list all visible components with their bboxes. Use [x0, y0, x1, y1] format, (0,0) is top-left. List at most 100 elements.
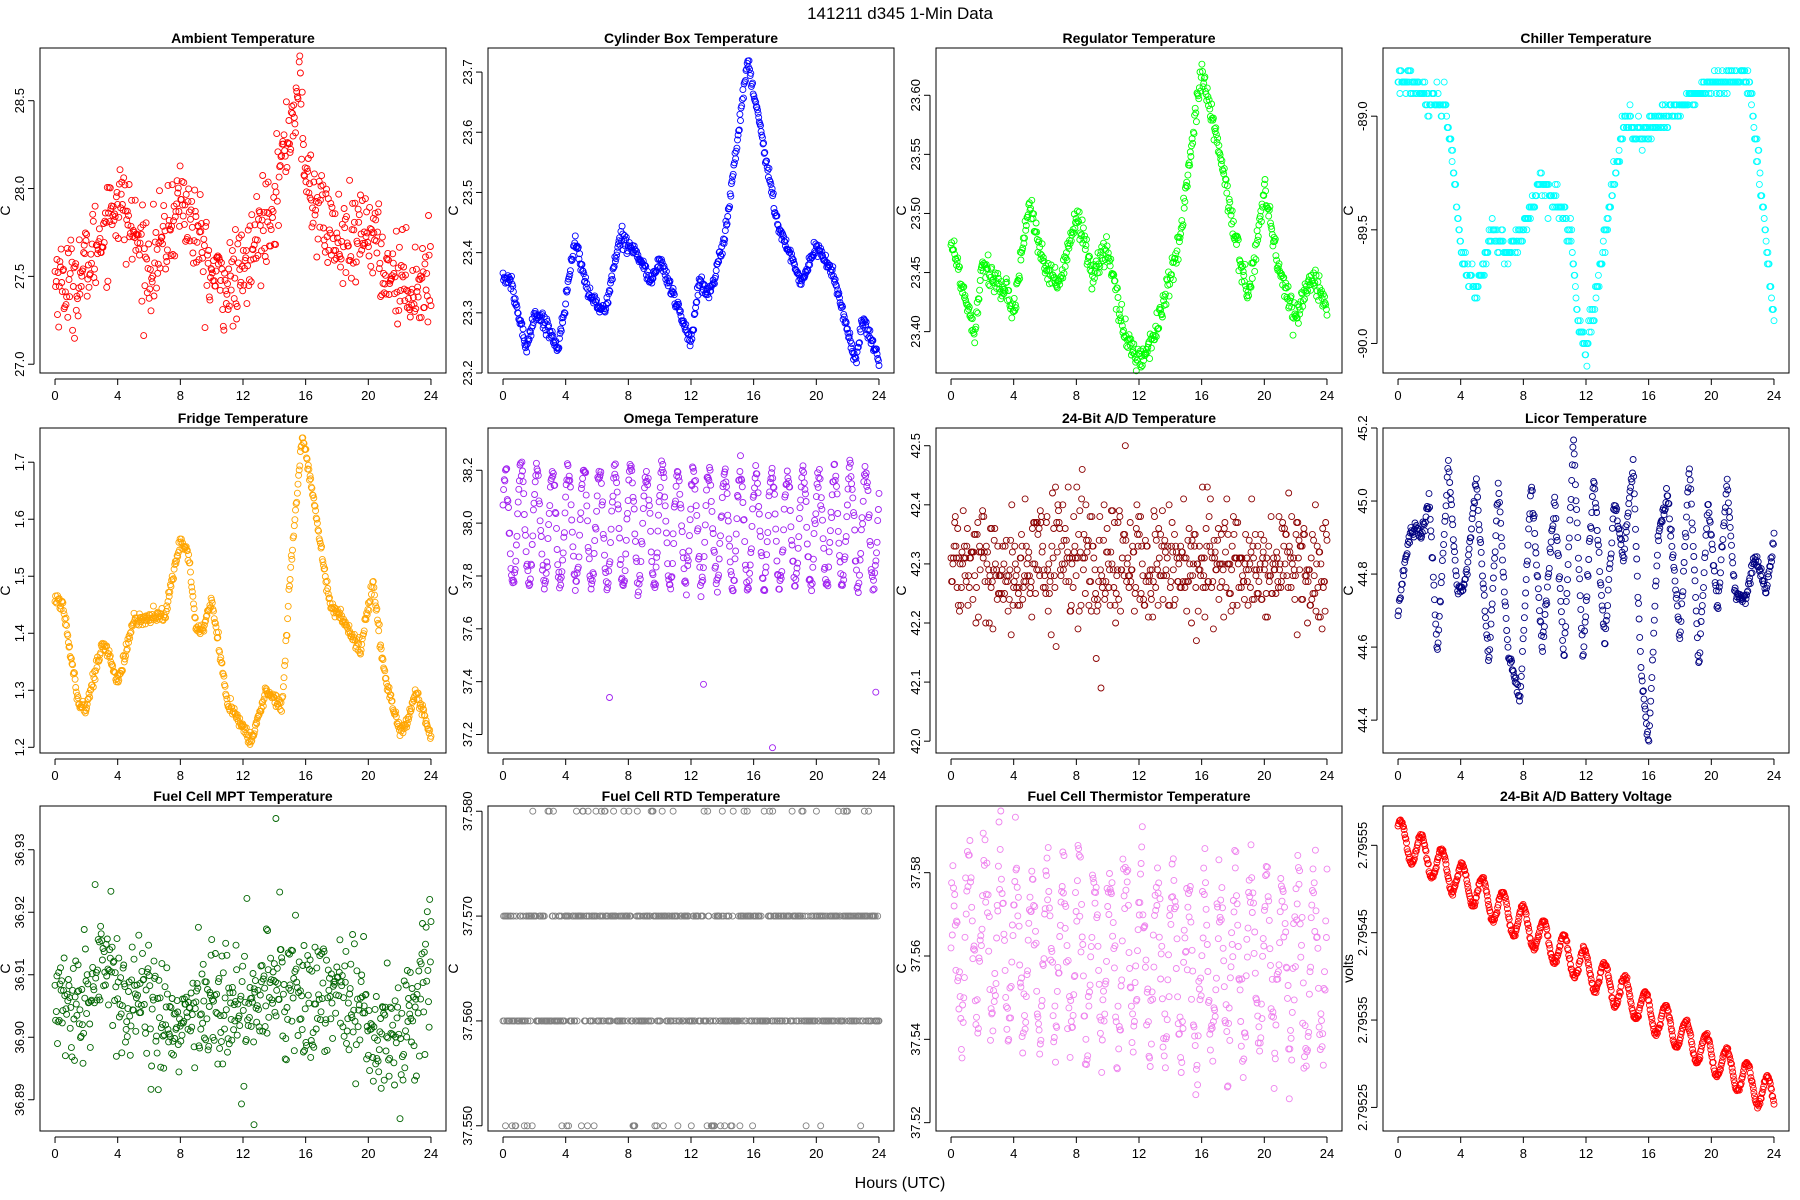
data-point [526, 328, 534, 336]
data-point [1149, 578, 1157, 586]
data-point [741, 561, 749, 569]
data-point [1594, 271, 1602, 279]
data-point [397, 287, 405, 294]
data-point [1561, 203, 1569, 211]
data-point [1616, 158, 1624, 166]
data-point [754, 109, 762, 117]
data-point [1155, 324, 1163, 332]
data-point [1000, 560, 1008, 568]
data-point [1183, 607, 1191, 615]
data-point [615, 525, 623, 532]
data-point [1587, 317, 1595, 325]
data-point [103, 283, 111, 291]
data-point [821, 257, 829, 264]
data-point [329, 210, 337, 218]
data-point [318, 543, 326, 551]
data-point [1455, 226, 1463, 234]
data-point [104, 277, 112, 285]
data-point [1227, 607, 1235, 615]
data-point [367, 590, 375, 598]
data-point [1533, 192, 1540, 200]
data-point [596, 471, 604, 479]
data-point [610, 263, 618, 270]
x-tick-label: 4 [562, 768, 569, 783]
data-point [1222, 584, 1230, 591]
data-point [1573, 506, 1581, 514]
data-point [960, 283, 968, 291]
data-point [500, 486, 508, 494]
data-point [519, 478, 527, 486]
data-point [101, 217, 109, 225]
data-point [1439, 549, 1447, 557]
data-point [1323, 536, 1331, 544]
data-point [505, 504, 512, 511]
data-point [378, 655, 386, 662]
data-point [1725, 67, 1733, 75]
data-point [649, 274, 657, 282]
data-point [641, 262, 649, 269]
data-point [803, 523, 811, 531]
data-point [1152, 584, 1160, 591]
data-point [312, 206, 320, 214]
data-point [845, 475, 853, 483]
data-point [962, 296, 970, 304]
data-point [1101, 595, 1109, 603]
data-point [333, 229, 341, 237]
data-point [234, 240, 242, 248]
data-point [1011, 560, 1019, 568]
data-point [732, 155, 740, 163]
data-point [1071, 542, 1079, 550]
data-point [1511, 249, 1519, 256]
data-point [1221, 519, 1229, 526]
data-point [78, 272, 86, 280]
x-tick-label: 20 [1257, 388, 1271, 403]
data-point [1229, 217, 1237, 225]
data-point [523, 560, 531, 568]
data-point [1260, 180, 1268, 188]
data-point [1497, 534, 1505, 542]
data-point [257, 282, 265, 290]
data-point [695, 553, 703, 560]
data-point [676, 307, 684, 315]
data-point [701, 521, 709, 529]
data-point [761, 587, 769, 594]
data-point [549, 469, 557, 477]
data-point [982, 261, 990, 269]
data-point [406, 313, 414, 321]
data-point [1200, 79, 1208, 87]
data-point [88, 240, 96, 248]
data-point [321, 573, 329, 580]
data-point [1138, 362, 1146, 369]
x-tick-label: 20 [1257, 768, 1271, 783]
data-point [666, 277, 674, 285]
data-point [1587, 328, 1595, 336]
data-point [1290, 299, 1298, 307]
data-point [762, 563, 770, 571]
data-point [223, 290, 231, 298]
data-point [1115, 310, 1123, 318]
data-point [1206, 495, 1214, 503]
data-point [1567, 237, 1575, 245]
data-point [1257, 218, 1265, 225]
data-point [1295, 536, 1303, 544]
data-point [953, 257, 961, 265]
data-point [1562, 215, 1570, 222]
data-point [373, 249, 381, 257]
data-point [1444, 456, 1452, 464]
data-point [562, 493, 570, 501]
data-point [993, 595, 1001, 603]
data-point [174, 189, 182, 197]
data-point [421, 712, 429, 720]
data-point [259, 227, 267, 235]
data-point [72, 260, 80, 268]
data-point [370, 584, 378, 591]
data-point [322, 578, 330, 586]
plot-frame [487, 47, 895, 374]
data-point [534, 471, 542, 479]
data-point [1576, 317, 1584, 325]
data-point [1247, 548, 1255, 556]
data-point [1161, 293, 1169, 301]
data-point [287, 563, 295, 571]
data-point [321, 565, 329, 573]
data-point [1078, 216, 1086, 224]
